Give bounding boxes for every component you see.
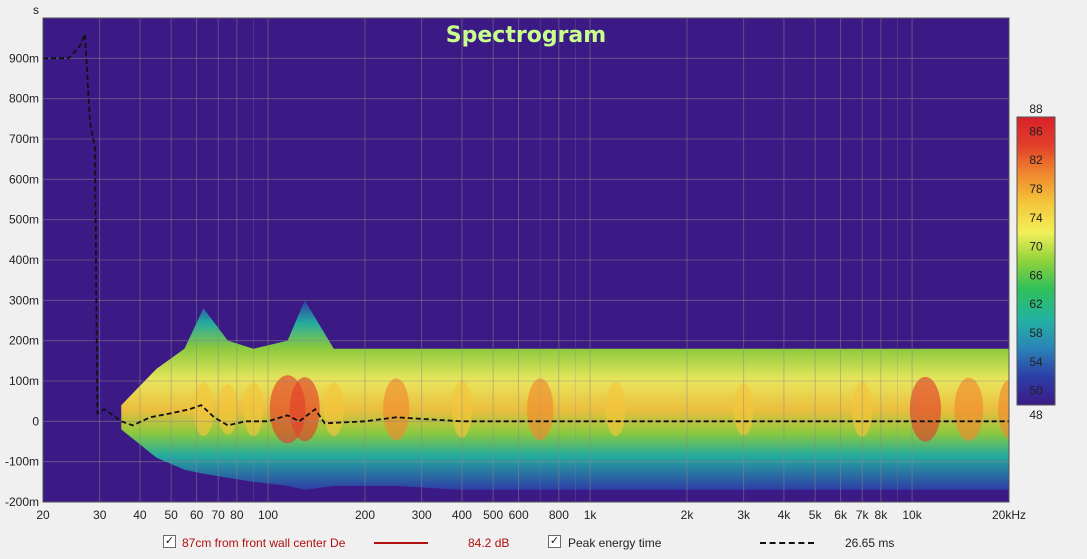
x-tick-label: 600	[509, 508, 529, 522]
x-tick-label: 3k	[737, 508, 751, 522]
y-tick-label: 700m	[9, 132, 39, 146]
y-tick-label: 200m	[9, 334, 39, 348]
series1-swatch	[374, 542, 428, 544]
x-tick-label: 2k	[681, 508, 695, 522]
x-tick-label: 60	[190, 508, 204, 522]
x-axis-ticks: 20 30 40 50 60 70 80 100 200 300 400 500 600 800 1k 2k 3…	[36, 508, 1026, 522]
chart-title: Spectrogram	[446, 23, 606, 48]
energy-core-9	[383, 378, 410, 441]
x-tick-label: 1k	[584, 508, 598, 522]
x-tick-label: 300	[412, 508, 432, 522]
y-tick-label: 400m	[9, 253, 39, 267]
series1-value: 84.2 dB	[468, 536, 510, 550]
energy-core-3	[193, 382, 214, 437]
energy-core-4	[217, 384, 238, 435]
series1-label: 87cm from front wall center De	[182, 536, 346, 550]
y-axis-ticks: 900m 800m 700m 600m 500m 400m 300m 200m 100m 0 -10…	[5, 51, 39, 509]
colorbar-tick-label: 58	[1029, 326, 1043, 340]
series2-swatch	[760, 542, 814, 544]
x-tick-label: 6k	[834, 508, 848, 522]
colorbar-tick-label: 74	[1029, 211, 1043, 225]
colorbar-tick-label: 86	[1029, 124, 1043, 138]
x-tick-label: 200	[355, 508, 375, 522]
y-tick-label: 100m	[9, 374, 39, 388]
x-tick-label: 10k	[902, 508, 922, 522]
colorbar-tick-label: 78	[1029, 182, 1043, 196]
series1-checkbox[interactable]: ✓	[163, 535, 176, 548]
x-tick-label: 20kHz	[992, 508, 1026, 522]
energy-core-17	[998, 380, 1009, 439]
x-tick-label: 8k	[875, 508, 889, 522]
x-tick-label: 30	[93, 508, 107, 522]
y-tick-label: 900m	[9, 51, 39, 65]
energy-envelope	[121, 300, 1009, 490]
x-tick-label: 70	[212, 508, 226, 522]
colorbar-tick-label: 50	[1029, 384, 1043, 398]
colorbar-tick-label: 70	[1029, 240, 1043, 254]
colorbar-tick-label: 54	[1029, 355, 1043, 369]
y-axis-unit-label: s	[33, 3, 39, 17]
x-tick-label: 500	[483, 508, 503, 522]
colorbar-min-label: 48	[1029, 408, 1043, 422]
colorbar-tick-label: 66	[1029, 268, 1043, 282]
plot-frame	[42, 17, 1010, 503]
colorbar-tick-label: 82	[1029, 153, 1043, 167]
energy-core-15	[909, 376, 941, 442]
colorbar-tick-label: 62	[1029, 297, 1043, 311]
series2-checkbox[interactable]: ✓	[548, 535, 561, 548]
energy-core-12	[605, 382, 626, 437]
legend-bar: ✓ 87cm from front wall center De 84.2 dB…	[0, 531, 1087, 555]
spectrogram-chart: 20 30 40 50 60 70 80 100 200 300 400 500 600 800 1k 2k 3…	[5, 3, 1056, 522]
energy-core-8	[323, 382, 344, 437]
y-tick-label: 300m	[9, 293, 39, 307]
energy-core-7	[289, 377, 320, 442]
x-tick-label: 80	[230, 508, 244, 522]
energy-core-11	[526, 378, 554, 441]
energy-core-5	[243, 382, 264, 437]
y-tick-label: 800m	[9, 92, 39, 106]
y-tick-label: 0	[32, 414, 39, 428]
y-tick-label: -100m	[5, 455, 39, 469]
x-tick-label: 4k	[778, 508, 792, 522]
x-tick-label: 800	[549, 508, 569, 522]
x-tick-label: 5k	[809, 508, 823, 522]
energy-core-16	[954, 377, 984, 441]
x-tick-label: 100	[258, 508, 278, 522]
y-tick-label: 500m	[9, 213, 39, 227]
x-tick-label: 50	[164, 508, 178, 522]
peak-energy-time-layer	[43, 33, 1009, 427]
y-tick-label: -200m	[5, 495, 39, 509]
peak-energy-time-line	[43, 33, 1009, 427]
series2-label: Peak energy time	[568, 536, 662, 550]
colorbar	[1016, 116, 1056, 406]
x-tick-label: 400	[452, 508, 472, 522]
x-tick-label: 20	[36, 508, 50, 522]
x-tick-label: 7k	[856, 508, 870, 522]
y-tick-label: 600m	[9, 172, 39, 186]
series2-value: 26.65 ms	[845, 536, 895, 550]
colorbar-max-label: 88	[1029, 102, 1043, 116]
colorbar-ticks: 50 54 58 62 66 70 74 78 82 86	[1029, 124, 1043, 397]
x-tick-label: 40	[133, 508, 147, 522]
